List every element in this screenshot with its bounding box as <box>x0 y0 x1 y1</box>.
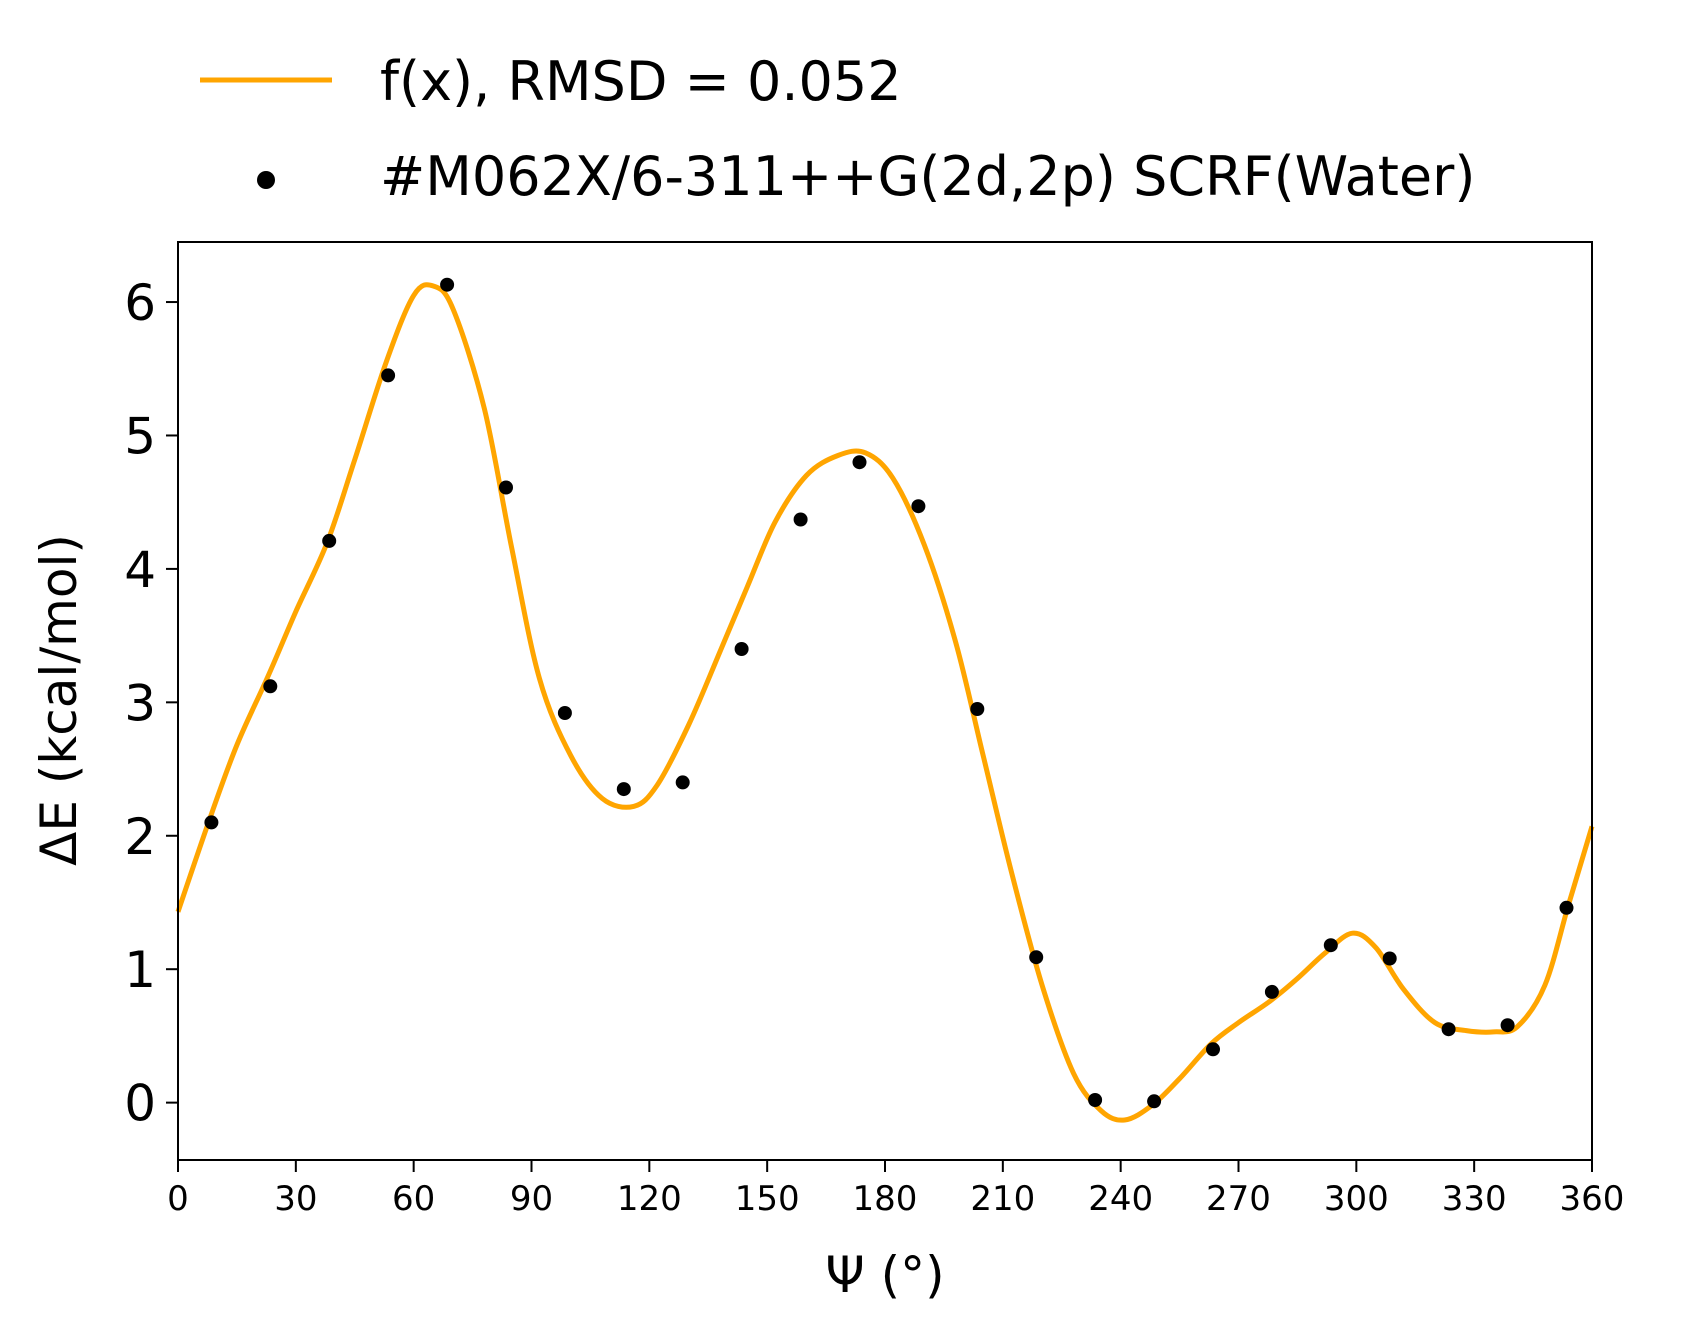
x-tick-label: 330 <box>1442 1179 1507 1219</box>
legend: f(x), RMSD = 0.052 #M062X/6-311++G(2d,2p… <box>200 50 1475 208</box>
x-tick-label: 270 <box>1206 1179 1271 1219</box>
fit-curve-layer <box>175 282 1595 1123</box>
data-point <box>204 815 219 830</box>
x-tick-label: 30 <box>274 1179 317 1219</box>
data-point <box>1264 984 1279 999</box>
legend-points-swatch <box>257 171 275 189</box>
data-points-layer <box>204 277 1574 1109</box>
x-axis: 0 30 60 90 120 150 180 210 240 270 300 330 360 <box>167 1160 1624 1219</box>
data-point <box>970 702 985 716</box>
y-axis: 0 1 2 3 4 5 6 <box>124 274 178 1133</box>
y-tick-label: 5 <box>124 407 156 465</box>
data-point <box>1441 1022 1456 1037</box>
x-tick-label: 210 <box>970 1179 1035 1219</box>
data-point <box>911 499 926 514</box>
y-axis-title: ΔE (kcal/mol) <box>30 534 88 866</box>
y-tick-label: 6 <box>124 274 156 332</box>
data-point <box>557 706 572 720</box>
data-point <box>1088 1093 1103 1107</box>
data-point <box>675 775 690 790</box>
x-tick-label: 300 <box>1324 1179 1389 1219</box>
data-point <box>1559 900 1574 915</box>
fit-curve-line <box>175 282 1595 1123</box>
y-tick-label: 1 <box>124 941 156 999</box>
data-point <box>734 642 749 656</box>
legend-fit-label: f(x), RMSD = 0.052 <box>380 50 902 113</box>
data-point <box>440 277 455 292</box>
data-point <box>852 455 867 470</box>
x-axis-title: Ψ (°) <box>825 1246 944 1304</box>
x-tick-label: 150 <box>735 1179 800 1219</box>
data-point <box>1029 950 1044 965</box>
data-point <box>793 512 808 527</box>
y-tick-label: 2 <box>124 808 156 866</box>
y-tick-label: 3 <box>124 674 156 732</box>
data-point <box>1206 1042 1220 1057</box>
x-tick-label: 120 <box>617 1179 682 1219</box>
legend-points-label: #M062X/6-311++G(2d,2p) SCRF(Water) <box>380 145 1475 208</box>
data-point <box>322 533 337 548</box>
x-tick-label: 180 <box>853 1179 918 1219</box>
data-point <box>1382 951 1397 966</box>
x-tick-label: 0 <box>167 1179 189 1219</box>
y-tick-label: 4 <box>124 541 156 599</box>
x-tick-label: 360 <box>1560 1179 1625 1219</box>
data-point <box>381 368 396 383</box>
data-point <box>1323 938 1338 953</box>
data-point <box>1147 1094 1162 1109</box>
data-point <box>616 782 631 797</box>
x-tick-label: 60 <box>392 1179 435 1219</box>
data-point <box>499 480 513 495</box>
y-tick-label: 0 <box>124 1075 156 1133</box>
x-tick-label: 240 <box>1088 1179 1153 1219</box>
data-point <box>1500 1018 1515 1033</box>
data-point <box>263 679 278 694</box>
x-tick-label: 90 <box>510 1179 553 1219</box>
